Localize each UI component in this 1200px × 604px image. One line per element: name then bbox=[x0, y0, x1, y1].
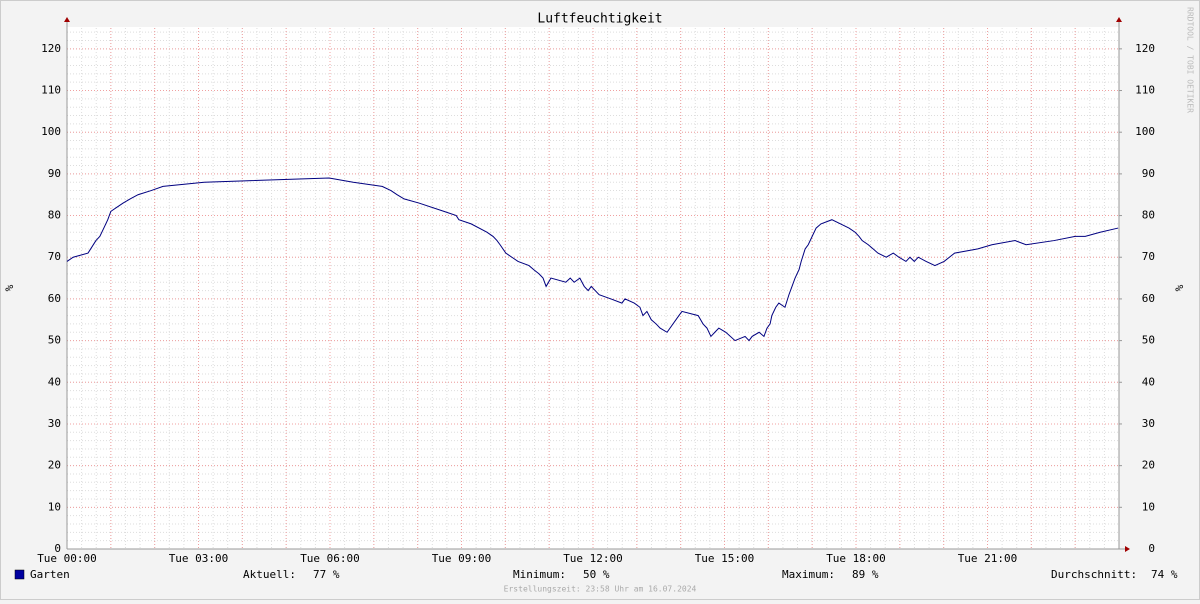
y-tick-label: 100 bbox=[41, 125, 61, 138]
stat-value: 50 % bbox=[583, 568, 610, 581]
y2-tick-label: 20 bbox=[1142, 459, 1155, 472]
y-tick-label: 90 bbox=[48, 167, 61, 180]
stat-label: Maximum: bbox=[782, 568, 835, 581]
y-tick-label: 50 bbox=[48, 334, 61, 347]
y-tick-label: 80 bbox=[48, 209, 61, 222]
legend-label: Garten bbox=[30, 568, 70, 581]
x-tick-label: Tue 15:00 bbox=[695, 552, 755, 565]
y2-tick-label: 120 bbox=[1135, 42, 1155, 55]
axis-arrow bbox=[64, 17, 70, 22]
axis-arrow bbox=[1125, 546, 1130, 552]
stat-label: Minimum: bbox=[513, 568, 566, 581]
y2-tick-label: 30 bbox=[1142, 417, 1155, 430]
y2-tick-label: 50 bbox=[1142, 334, 1155, 347]
x-tick-label: Tue 18:00 bbox=[826, 552, 886, 565]
y2-tick-label: 90 bbox=[1142, 167, 1155, 180]
y2-tick-label: 110 bbox=[1135, 84, 1155, 97]
x-tick-label: Tue 03:00 bbox=[169, 552, 229, 565]
data-line bbox=[66, 177, 1119, 342]
y-axis-label: % bbox=[3, 284, 16, 291]
x-tick-label: Tue 21:00 bbox=[958, 552, 1018, 565]
y-tick-label: 60 bbox=[48, 292, 61, 305]
x-tick-label: Tue 00:00 bbox=[37, 552, 97, 565]
y-tick-label: 120 bbox=[41, 42, 61, 55]
y-tick-label: 40 bbox=[48, 375, 61, 388]
stat-value: 77 % bbox=[313, 568, 340, 581]
x-tick-label: Tue 09:00 bbox=[432, 552, 492, 565]
y2-tick-label: 0 bbox=[1148, 542, 1155, 555]
y-tick-label: 20 bbox=[48, 459, 61, 472]
x-tick-label: Tue 06:00 bbox=[300, 552, 360, 565]
watermark: RRDTOOL / TOBI OETIKER bbox=[1186, 7, 1195, 113]
y-tick-label: 10 bbox=[48, 500, 61, 513]
stat-label: Aktuell: bbox=[243, 568, 296, 581]
stat-value: 74 % bbox=[1151, 568, 1178, 581]
y-tick-label: 110 bbox=[41, 84, 61, 97]
x-tick-label: Tue 12:00 bbox=[563, 552, 623, 565]
y2-axis-label: % bbox=[1173, 284, 1186, 291]
y2-tick-label: 80 bbox=[1142, 209, 1155, 222]
y2-tick-label: 40 bbox=[1142, 375, 1155, 388]
y-tick-label: 30 bbox=[48, 417, 61, 430]
y2-tick-label: 10 bbox=[1142, 500, 1155, 513]
stat-label: Durchschnitt: bbox=[1051, 568, 1137, 581]
y2-tick-label: 60 bbox=[1142, 292, 1155, 305]
y-tick-label: 0 bbox=[54, 542, 61, 555]
axis-arrow bbox=[1116, 17, 1122, 22]
legend-swatch bbox=[14, 569, 25, 580]
footer: Erstellungszeit: 23:58 Uhr am 16.07.2024 bbox=[504, 585, 697, 594]
y2-tick-label: 100 bbox=[1135, 125, 1155, 138]
y-tick-label: 70 bbox=[48, 250, 61, 263]
chart-title: Luftfeuchtigkeit bbox=[537, 12, 662, 27]
y2-tick-label: 70 bbox=[1142, 250, 1155, 263]
stat-value: 89 % bbox=[852, 568, 879, 581]
